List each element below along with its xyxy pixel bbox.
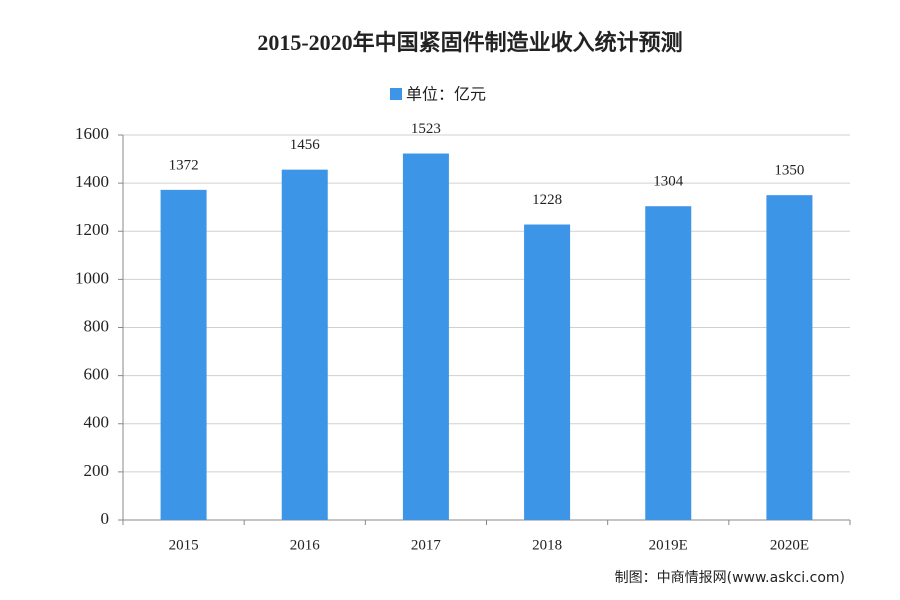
data-label: 1456 bbox=[290, 137, 321, 153]
legend-label: 单位：亿元 bbox=[406, 85, 486, 104]
bar bbox=[645, 206, 692, 520]
bar bbox=[281, 169, 328, 520]
y-tick-label: 1000 bbox=[75, 268, 109, 287]
bar bbox=[524, 224, 571, 520]
data-label: 1228 bbox=[532, 192, 562, 208]
bar bbox=[402, 153, 449, 520]
data-label: 1350 bbox=[774, 163, 804, 179]
data-label: 1523 bbox=[411, 121, 441, 137]
x-tick-label: 2020E bbox=[770, 537, 809, 553]
x-tick-label: 2015 bbox=[169, 537, 199, 553]
data-label: 1304 bbox=[653, 174, 684, 190]
legend-swatch bbox=[390, 88, 402, 100]
bar bbox=[766, 195, 813, 520]
y-tick-label: 200 bbox=[84, 461, 110, 480]
y-tick-label: 1400 bbox=[75, 172, 109, 191]
y-tick-label: 600 bbox=[84, 365, 110, 384]
x-tick-label: 2018 bbox=[532, 537, 562, 553]
chart-title: 2015-2020年中国紧固件制造业收入统计预测 bbox=[257, 30, 682, 55]
bar bbox=[160, 189, 207, 521]
y-tick-label: 1600 bbox=[75, 124, 109, 143]
data-label: 1372 bbox=[169, 157, 199, 173]
y-tick-label: 1200 bbox=[75, 220, 109, 239]
x-tick-label: 2017 bbox=[411, 537, 442, 553]
x-tick-label: 2019E bbox=[649, 537, 688, 553]
y-tick-label: 0 bbox=[101, 509, 110, 528]
source-note: 制图：中商情报网(www.askci.com) bbox=[615, 570, 845, 586]
y-tick-label: 800 bbox=[84, 316, 110, 335]
y-tick-label: 400 bbox=[84, 413, 110, 432]
x-tick-label: 2016 bbox=[290, 537, 321, 553]
